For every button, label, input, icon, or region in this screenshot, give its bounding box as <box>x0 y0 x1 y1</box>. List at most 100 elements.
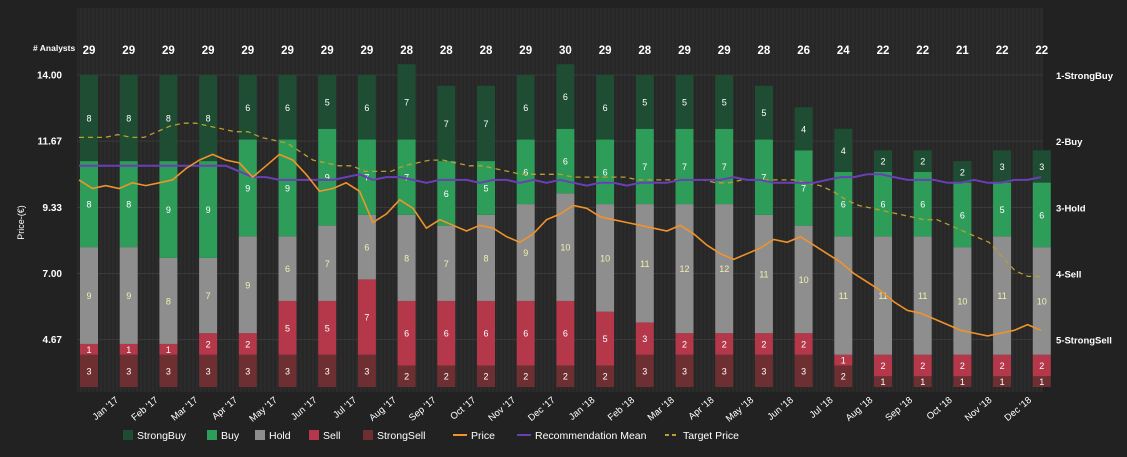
legend-swatch <box>309 430 319 440</box>
analyst-count: 29 <box>361 45 374 57</box>
bar-label-strongsell: 3 <box>642 366 647 376</box>
bar-label-strongbuy: 6 <box>523 103 528 113</box>
bar-strongsell <box>318 354 337 387</box>
bar-label-hold: 10 <box>957 296 967 306</box>
bar-label-buy: 7 <box>801 183 806 193</box>
bar-hold <box>119 247 138 344</box>
bar-label-buy: 9 <box>325 173 330 183</box>
bar-label-strongbuy: 7 <box>444 119 449 129</box>
bar-hold <box>159 257 178 344</box>
bar-strongsell <box>477 365 495 387</box>
analyst-count: 29 <box>162 45 175 57</box>
bar-label-hold: 8 <box>404 253 409 263</box>
bar-strongsell <box>357 354 376 387</box>
bar-label-buy: 7 <box>642 162 647 172</box>
analyst-count: 29 <box>321 45 334 57</box>
bar-hold <box>318 225 337 301</box>
bar-hold <box>913 236 932 355</box>
bar-strongbuy <box>199 75 218 162</box>
bar-hold <box>715 204 734 334</box>
bar-sell <box>119 343 138 355</box>
bar-label-sell: 2 <box>761 339 766 349</box>
bar-hold <box>596 204 615 312</box>
bar-hold <box>80 247 98 344</box>
bar-label-buy: 7 <box>682 162 687 172</box>
bar-label-hold: 11 <box>918 291 927 301</box>
legend-swatch <box>123 430 133 440</box>
bar-label-sell: 2 <box>1000 361 1005 371</box>
bar-sell <box>715 333 734 355</box>
legend-label: Recommendation Mean <box>535 430 647 442</box>
analyst-count: 29 <box>202 45 215 57</box>
bar-hold <box>437 225 456 301</box>
bar-label-buy: 6 <box>960 210 965 220</box>
analyst-count: 24 <box>837 45 850 57</box>
bar-strongbuy <box>675 75 694 129</box>
legend: StrongBuy Buy Hold Sell StrongSell Price Recom… <box>123 430 739 442</box>
bar-label-hold: 9 <box>126 291 131 301</box>
bar-label-sell: 5 <box>325 323 330 333</box>
bar-hold <box>993 236 1012 355</box>
legend-swatch <box>207 430 217 440</box>
bar-label-hold: 6 <box>285 264 290 274</box>
bar-strongsell <box>556 365 575 387</box>
bar-buy <box>1032 182 1051 248</box>
bar-strongsell <box>953 376 972 387</box>
y-tick-label: 14.00 <box>37 71 62 82</box>
bar-hold <box>794 225 813 334</box>
analyst-count: 29 <box>241 45 254 57</box>
bar-label-strongsell: 2 <box>841 372 846 382</box>
bar-label-strongbuy: 3 <box>1039 162 1044 172</box>
bar-label-strongbuy: 6 <box>285 103 290 113</box>
bar-label-strongsell: 2 <box>603 372 608 382</box>
bar-label-strongsell: 3 <box>761 366 766 376</box>
bar-label-hold: 8 <box>483 253 488 263</box>
bar-label-sell: 1 <box>86 345 91 355</box>
bar-label-strongbuy: 7 <box>483 119 488 129</box>
bar-sell <box>913 354 932 377</box>
bar-hold <box>199 257 218 334</box>
bar-strongbuy <box>1032 150 1051 183</box>
bar-label-strongsell: 3 <box>722 366 727 376</box>
bar-sell <box>397 300 416 366</box>
bar-label-strongsell: 3 <box>682 366 687 376</box>
analyst-count: 29 <box>122 45 135 57</box>
bar-label-buy: 8 <box>86 200 91 210</box>
bar-label-sell: 2 <box>801 339 806 349</box>
analyst-count: 29 <box>281 45 294 57</box>
bar-hold <box>834 236 853 355</box>
analyst-count: 28 <box>480 45 493 57</box>
bar-sell <box>238 333 257 355</box>
bar-hold <box>238 236 257 334</box>
bar-label-buy: 6 <box>444 189 449 199</box>
bar-strongsell <box>238 354 257 387</box>
bar-strongbuy <box>993 150 1012 183</box>
stacked-bars: 3 1 9 8 8 3 1 9 8 8 3 1 8 9 8 3 2 7 9 8 3 2 9 9 6 3 5 6 9 6 3 5 7 9 5 3 7 6 7 6… <box>80 64 1051 387</box>
bar-label-strongsell: 2 <box>563 372 568 382</box>
analyst-count: 22 <box>996 45 1009 57</box>
bar-label-strongsell: 1 <box>880 377 885 387</box>
bar-sell <box>477 300 495 366</box>
bar-label-buy: 6 <box>880 200 885 210</box>
bar-label-sell: 1 <box>841 356 846 366</box>
bar-hold <box>357 214 376 280</box>
bar-buy <box>874 171 892 237</box>
bar-label-strongsell: 1 <box>960 377 965 387</box>
bar-strongbuy <box>318 75 337 129</box>
bar-hold <box>397 214 416 301</box>
bar-label-hold: 10 <box>799 275 809 285</box>
bar-label-strongsell: 3 <box>86 366 91 376</box>
bar-strongbuy <box>119 75 138 162</box>
bar-strongbuy <box>794 107 813 151</box>
bar-label-sell: 6 <box>523 329 528 339</box>
bar-buy <box>715 128 734 205</box>
bar-buy <box>675 128 694 205</box>
bar-label-hold: 9 <box>523 248 528 258</box>
legend-label: Target Price <box>683 430 739 442</box>
bar-buy <box>278 139 297 237</box>
bar-label-strongbuy: 5 <box>722 97 727 107</box>
bar-strongsell <box>913 376 932 387</box>
bar-strongsell <box>278 354 297 387</box>
bar-label-buy: 6 <box>563 157 568 167</box>
bar-hold <box>754 214 773 334</box>
